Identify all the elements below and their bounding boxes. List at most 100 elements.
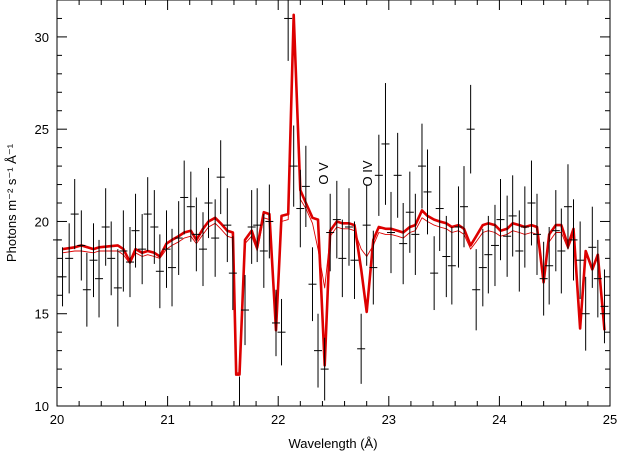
data-point xyxy=(344,188,353,266)
data-point xyxy=(180,160,189,235)
data-point xyxy=(508,175,517,257)
data-point xyxy=(600,269,609,344)
data-point xyxy=(125,226,134,298)
data-point xyxy=(131,193,140,268)
data-point xyxy=(539,241,548,316)
data-point xyxy=(155,234,164,309)
data-point xyxy=(357,313,366,384)
line-annotation: O IV xyxy=(360,160,375,186)
data-point xyxy=(435,166,444,251)
data-point xyxy=(563,164,572,250)
data-point xyxy=(211,199,220,277)
data-point xyxy=(460,166,469,248)
data-point xyxy=(454,186,463,268)
x-tick-label: 25 xyxy=(603,412,617,427)
data-point xyxy=(284,0,293,61)
data-point xyxy=(466,84,475,174)
data-point xyxy=(186,171,195,242)
data-point xyxy=(241,274,250,346)
y-tick-label: 20 xyxy=(35,214,49,229)
data-point xyxy=(527,160,536,246)
data-point xyxy=(423,149,432,235)
data-point xyxy=(472,249,481,331)
data-point xyxy=(265,184,274,259)
data-point xyxy=(216,140,225,215)
data-point xyxy=(417,123,426,209)
data-point xyxy=(247,190,256,264)
data-point xyxy=(223,188,232,263)
data-point xyxy=(362,184,371,266)
data-point xyxy=(204,167,213,239)
data-point xyxy=(150,190,159,264)
y-tick-label: 25 xyxy=(35,122,49,137)
data-point xyxy=(326,193,335,272)
data-point xyxy=(588,206,597,288)
data-point xyxy=(259,214,268,288)
data-point xyxy=(101,188,110,266)
x-tick-label: 20 xyxy=(50,412,64,427)
x-tick-label: 21 xyxy=(160,412,174,427)
data-point xyxy=(320,337,329,401)
data-point xyxy=(77,210,86,281)
data-point xyxy=(557,208,566,294)
data-point xyxy=(338,219,347,298)
data-point xyxy=(490,204,499,287)
data-point xyxy=(314,313,323,388)
y-tick-label: 10 xyxy=(35,399,49,414)
data-point xyxy=(138,214,147,285)
data-point xyxy=(405,171,414,253)
data-point xyxy=(107,221,116,296)
data-point xyxy=(569,199,578,281)
data-point xyxy=(484,215,493,294)
data-point xyxy=(162,210,171,288)
data-point xyxy=(496,179,505,261)
data-point xyxy=(65,223,74,294)
data-point xyxy=(430,236,439,311)
data-point xyxy=(301,145,310,227)
data-point xyxy=(545,226,554,305)
data-point xyxy=(374,134,383,216)
data-point xyxy=(174,201,183,275)
data-point xyxy=(143,177,152,251)
data-point xyxy=(332,180,341,259)
x-tick-label: 22 xyxy=(271,412,285,427)
data-point xyxy=(168,228,177,307)
data-point xyxy=(70,179,79,250)
data-point xyxy=(503,195,512,277)
line-annotation: O V xyxy=(316,162,331,185)
data-point xyxy=(399,203,408,285)
data-point xyxy=(411,193,420,275)
data-point xyxy=(228,236,237,311)
data-points-layer xyxy=(53,0,609,407)
data-point xyxy=(296,169,305,248)
data-point xyxy=(520,186,529,268)
y-tick-label: 30 xyxy=(35,30,49,45)
data-point xyxy=(478,228,487,307)
data-point xyxy=(198,212,207,287)
x-axis-label: Wavelength (Å) xyxy=(288,436,377,451)
data-point xyxy=(350,221,359,299)
x-axis-ticks: 20 21 22 23 24 25 xyxy=(50,0,617,427)
data-point xyxy=(271,289,280,357)
data-point xyxy=(308,247,317,322)
data-point xyxy=(551,190,560,272)
data-point xyxy=(369,230,378,305)
y-axis-ticks: 10 15 20 25 30 xyxy=(35,0,610,414)
x-tick-label: 24 xyxy=(492,412,506,427)
data-point xyxy=(289,125,298,207)
data-point xyxy=(576,221,585,299)
y-axis-label: Photons m⁻² s⁻¹ Å⁻¹ xyxy=(4,143,19,262)
data-point xyxy=(533,193,542,275)
line-annotations: O V O IV xyxy=(316,160,375,186)
data-point xyxy=(393,132,402,218)
data-point xyxy=(89,223,98,298)
data-point xyxy=(82,252,91,327)
data-point xyxy=(387,191,396,274)
data-point xyxy=(593,239,602,318)
data-point xyxy=(253,188,262,263)
data-point xyxy=(113,249,122,327)
data-point xyxy=(442,215,451,298)
data-point xyxy=(192,197,201,272)
data-point xyxy=(515,210,524,292)
